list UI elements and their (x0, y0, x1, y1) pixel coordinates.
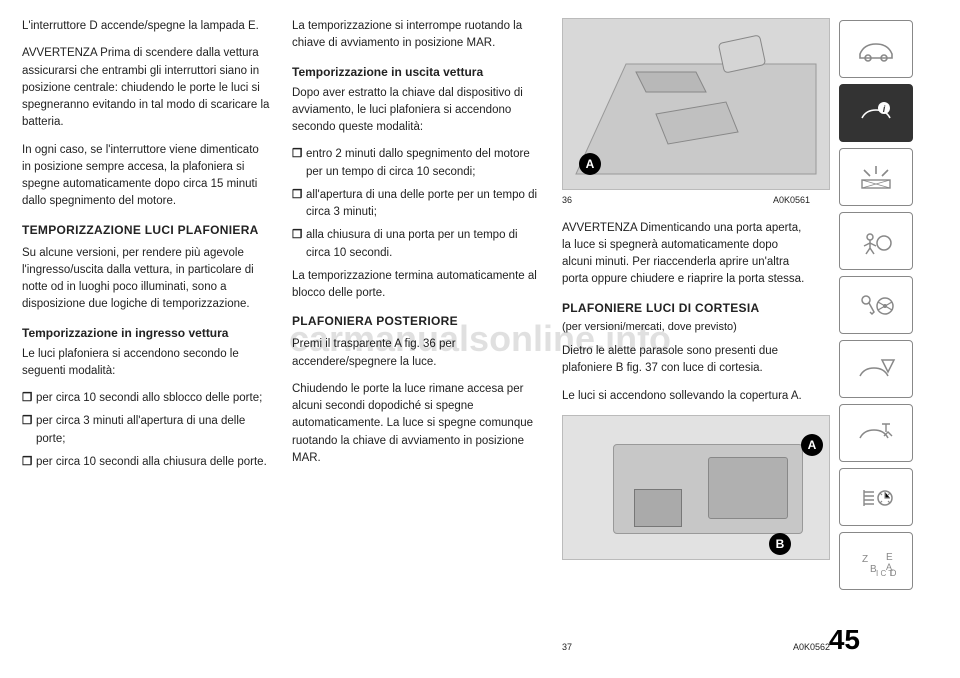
mirror-open-shape (634, 489, 682, 527)
tab-lights-icon[interactable] (839, 148, 913, 206)
list-item: ❒alla chiusura di una porta per un tempo… (292, 227, 540, 262)
sun-visor-shape (613, 444, 803, 534)
bullet-icon: ❒ (22, 390, 36, 407)
column-3: A 36 A0K0561 AVVERTENZA Dimenticando una… (562, 18, 832, 660)
heading-ingresso: Temporizzazione in ingresso vettura (22, 324, 270, 342)
heading-plafoniera-post: PLAFONIERA POSTERIORE (292, 312, 540, 330)
heading-uscita: Temporizzazione in uscita vettura (292, 63, 540, 81)
figure-code: A0K0562 (793, 641, 830, 655)
list-text: alla chiusura di una porta per un tempo … (306, 227, 540, 262)
list-item: ❒per circa 10 secondi allo sblocco delle… (22, 390, 270, 407)
tab-airbag-icon[interactable] (839, 212, 913, 270)
figure-number: 36 (562, 194, 572, 208)
para: In ogni caso, se l'interruttore viene di… (22, 142, 270, 211)
manual-page: L'interruttore D accende/spegne la lampa… (0, 0, 960, 678)
list-item: ❒entro 2 minuti dallo spegnimento del mo… (292, 146, 540, 181)
tab-specs-icon[interactable] (839, 468, 913, 526)
figure-36: A (562, 18, 830, 190)
figure-code: A0K0561 (773, 194, 810, 208)
list-item: ❒per circa 3 minuti all'apertura di una … (22, 413, 270, 448)
svg-text:D: D (890, 568, 896, 578)
tab-warning-icon[interactable] (839, 340, 913, 398)
para: AVVERTENZA Prima di scendere dalla vettu… (22, 45, 270, 131)
bullet-icon: ❒ (292, 187, 306, 222)
tab-service-icon[interactable] (839, 404, 913, 462)
bullet-icon: ❒ (292, 146, 306, 181)
svg-text:Z: Z (862, 554, 868, 565)
heading-cortesia: PLAFONIERE LUCI DI CORTESIA (562, 299, 810, 317)
para: Le luci si accendono sollevando la coper… (562, 388, 810, 405)
para: La temporizzazione si interrompe ruotand… (292, 18, 540, 53)
callout-marker-a: A (801, 434, 823, 456)
side-tabs: i ZBI C TEAD (832, 18, 920, 660)
list-text: per circa 10 secondi alla chiusura delle… (36, 454, 270, 471)
para: L'interruttore D accende/spegne la lampa… (22, 18, 270, 35)
bullet-icon: ❒ (22, 413, 36, 448)
para: Le luci plafoniera si accendono secondo … (22, 346, 270, 381)
tab-info-icon[interactable]: i (839, 84, 913, 142)
interior-light-illustration (566, 24, 826, 184)
column-1: L'interruttore D accende/spegne la lampa… (22, 18, 292, 660)
figure-caption: 36 A0K0561 (562, 194, 810, 208)
figure-caption: 37 A0K0562 (562, 641, 830, 655)
para: Dietro le alette parasole sono presenti … (562, 343, 810, 378)
list-text: per circa 3 minuti all'apertura di una d… (36, 413, 270, 448)
subtitle: (per versioni/mercati, dove previsto) (562, 319, 810, 336)
callout-marker-a: A (579, 153, 601, 175)
list-text: entro 2 minuti dallo spegnimento del mot… (306, 146, 540, 181)
para: Premi il trasparente A fig. 36 per accen… (292, 336, 540, 371)
tab-index-icon[interactable]: ZBI C TEAD (839, 532, 913, 590)
figure-number: 37 (562, 641, 572, 655)
list-text: per circa 10 secondi allo sblocco delle … (36, 390, 270, 407)
callout-marker-b: B (769, 533, 791, 555)
page-number: 45 (829, 624, 860, 656)
column-2: La temporizzazione si interrompe ruotand… (292, 18, 562, 660)
bullet-icon: ❒ (292, 227, 306, 262)
heading-temporizzazione-luci: TEMPORIZZAZIONE LUCI PLAFONIERA (22, 221, 270, 239)
para: Dopo aver estratto la chiave dal disposi… (292, 85, 540, 137)
mirror-shape (708, 457, 788, 519)
list-item: ❒per circa 10 secondi alla chiusura dell… (22, 454, 270, 471)
list-text: all'apertura di una delle porte per un t… (306, 187, 540, 222)
figure-37: A B (562, 415, 830, 560)
tab-vehicle-icon[interactable] (839, 20, 913, 78)
tab-key-steering-icon[interactable] (839, 276, 913, 334)
para: AVVERTENZA Dimenticando una porta aperta… (562, 220, 810, 289)
list-item: ❒all'apertura di una delle porte per un … (292, 187, 540, 222)
para: Su alcune versioni, per rendere più agev… (22, 245, 270, 314)
para: La temporizzazione termina automaticamen… (292, 268, 540, 303)
bullet-icon: ❒ (22, 454, 36, 471)
para: Chiudendo le porte la luce rimane accesa… (292, 381, 540, 467)
